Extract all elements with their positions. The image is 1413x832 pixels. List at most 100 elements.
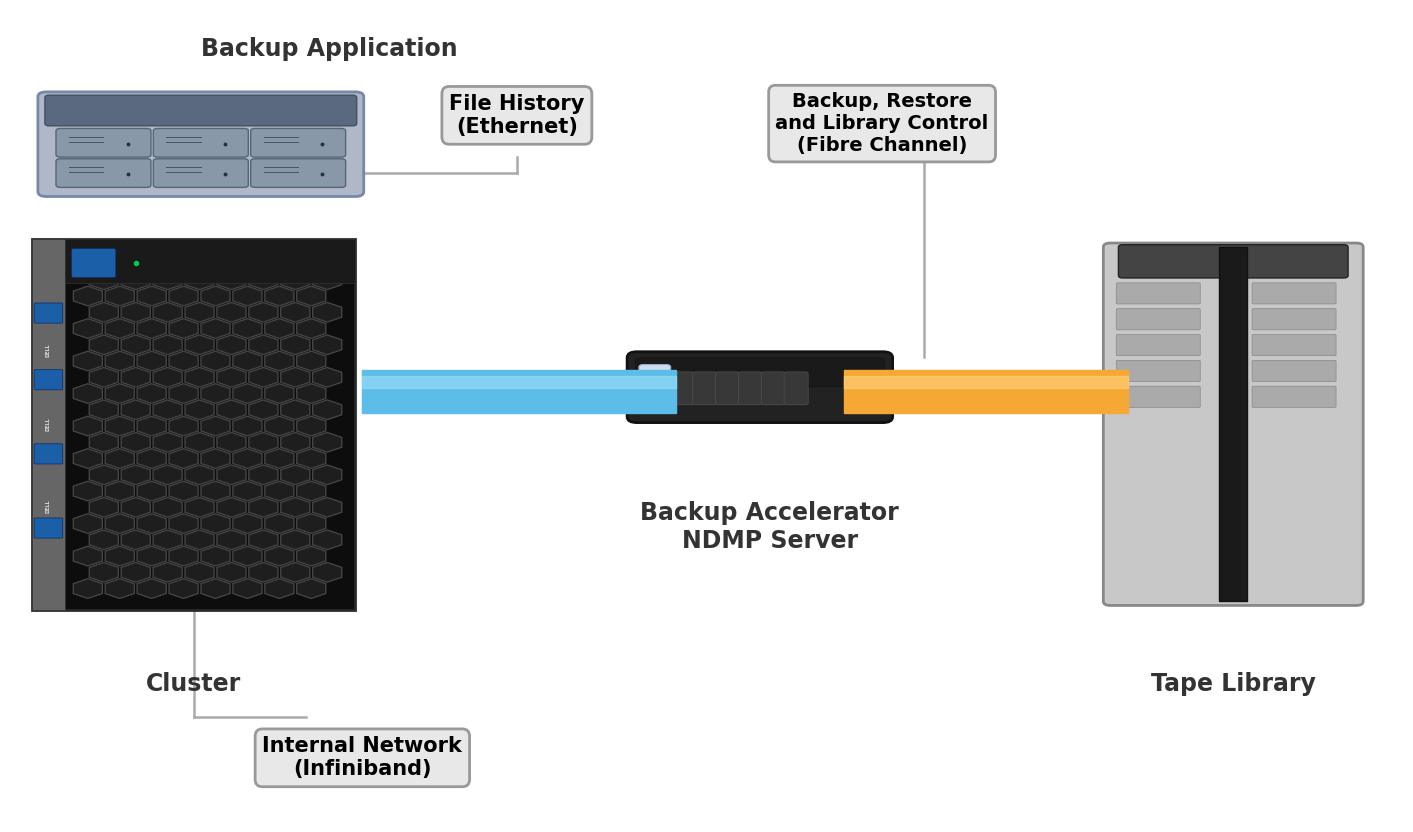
Polygon shape bbox=[153, 465, 182, 485]
Polygon shape bbox=[170, 547, 198, 566]
Polygon shape bbox=[233, 547, 261, 566]
Polygon shape bbox=[249, 530, 278, 550]
Polygon shape bbox=[201, 416, 230, 436]
Polygon shape bbox=[137, 319, 167, 339]
FancyBboxPatch shape bbox=[154, 159, 249, 187]
Polygon shape bbox=[281, 465, 309, 485]
Text: DELL: DELL bbox=[45, 418, 51, 431]
FancyArrow shape bbox=[844, 376, 1128, 388]
Polygon shape bbox=[281, 368, 309, 387]
Polygon shape bbox=[201, 384, 230, 404]
Polygon shape bbox=[122, 562, 150, 582]
Polygon shape bbox=[312, 562, 342, 582]
Polygon shape bbox=[89, 400, 119, 419]
Polygon shape bbox=[218, 302, 246, 322]
Polygon shape bbox=[170, 416, 198, 436]
Polygon shape bbox=[264, 319, 294, 339]
Polygon shape bbox=[185, 400, 215, 419]
Polygon shape bbox=[312, 302, 342, 322]
Polygon shape bbox=[281, 400, 309, 419]
FancyBboxPatch shape bbox=[1119, 245, 1348, 278]
Polygon shape bbox=[105, 351, 134, 371]
Polygon shape bbox=[201, 351, 230, 371]
FancyBboxPatch shape bbox=[1116, 283, 1200, 304]
FancyBboxPatch shape bbox=[1116, 309, 1200, 329]
Polygon shape bbox=[89, 270, 119, 290]
Polygon shape bbox=[264, 286, 294, 306]
FancyBboxPatch shape bbox=[739, 372, 763, 405]
FancyBboxPatch shape bbox=[32, 239, 355, 610]
Polygon shape bbox=[105, 319, 134, 339]
Polygon shape bbox=[233, 579, 261, 598]
Polygon shape bbox=[153, 400, 182, 419]
Polygon shape bbox=[185, 368, 215, 387]
Polygon shape bbox=[218, 400, 246, 419]
Polygon shape bbox=[233, 351, 261, 371]
Text: DELL: DELL bbox=[45, 344, 51, 357]
Polygon shape bbox=[185, 335, 215, 354]
FancyBboxPatch shape bbox=[154, 128, 249, 157]
Polygon shape bbox=[249, 465, 278, 485]
FancyBboxPatch shape bbox=[762, 372, 786, 405]
FancyArrow shape bbox=[362, 370, 675, 413]
Polygon shape bbox=[105, 416, 134, 436]
Polygon shape bbox=[73, 319, 102, 339]
FancyBboxPatch shape bbox=[636, 358, 885, 387]
FancyBboxPatch shape bbox=[1252, 386, 1337, 408]
Polygon shape bbox=[153, 302, 182, 322]
Polygon shape bbox=[281, 498, 309, 518]
FancyBboxPatch shape bbox=[670, 372, 694, 405]
Polygon shape bbox=[185, 465, 215, 485]
Polygon shape bbox=[105, 384, 134, 404]
FancyBboxPatch shape bbox=[1252, 360, 1337, 382]
Polygon shape bbox=[312, 530, 342, 550]
Polygon shape bbox=[105, 448, 134, 468]
Polygon shape bbox=[170, 286, 198, 306]
Text: Backup, Restore
and Library Control
(Fibre Channel): Backup, Restore and Library Control (Fib… bbox=[776, 92, 989, 155]
Polygon shape bbox=[73, 286, 102, 306]
Text: DELL: DELL bbox=[45, 499, 51, 513]
Polygon shape bbox=[73, 579, 102, 598]
Polygon shape bbox=[233, 513, 261, 533]
Polygon shape bbox=[297, 579, 326, 598]
Polygon shape bbox=[297, 448, 326, 468]
Polygon shape bbox=[153, 530, 182, 550]
Polygon shape bbox=[249, 498, 278, 518]
Polygon shape bbox=[233, 448, 261, 468]
Polygon shape bbox=[249, 270, 278, 290]
Polygon shape bbox=[312, 335, 342, 354]
Polygon shape bbox=[153, 270, 182, 290]
FancyBboxPatch shape bbox=[34, 303, 62, 323]
Polygon shape bbox=[201, 448, 230, 468]
Polygon shape bbox=[281, 302, 309, 322]
FancyBboxPatch shape bbox=[38, 92, 363, 196]
Polygon shape bbox=[73, 448, 102, 468]
Polygon shape bbox=[153, 562, 182, 582]
FancyBboxPatch shape bbox=[45, 95, 356, 126]
Polygon shape bbox=[218, 270, 246, 290]
Polygon shape bbox=[233, 319, 261, 339]
FancyBboxPatch shape bbox=[1116, 334, 1200, 355]
Polygon shape bbox=[264, 416, 294, 436]
Polygon shape bbox=[170, 351, 198, 371]
Polygon shape bbox=[312, 270, 342, 290]
Polygon shape bbox=[122, 498, 150, 518]
Polygon shape bbox=[185, 530, 215, 550]
Polygon shape bbox=[122, 270, 150, 290]
Polygon shape bbox=[297, 481, 326, 501]
Polygon shape bbox=[218, 530, 246, 550]
Polygon shape bbox=[170, 254, 198, 274]
Polygon shape bbox=[73, 547, 102, 566]
Polygon shape bbox=[218, 498, 246, 518]
FancyBboxPatch shape bbox=[32, 239, 65, 610]
Polygon shape bbox=[73, 513, 102, 533]
Polygon shape bbox=[105, 579, 134, 598]
Polygon shape bbox=[105, 254, 134, 274]
Polygon shape bbox=[137, 384, 167, 404]
Polygon shape bbox=[297, 351, 326, 371]
Polygon shape bbox=[233, 254, 261, 274]
FancyBboxPatch shape bbox=[1252, 283, 1337, 304]
Polygon shape bbox=[89, 530, 119, 550]
FancyBboxPatch shape bbox=[1116, 360, 1200, 382]
Polygon shape bbox=[264, 547, 294, 566]
